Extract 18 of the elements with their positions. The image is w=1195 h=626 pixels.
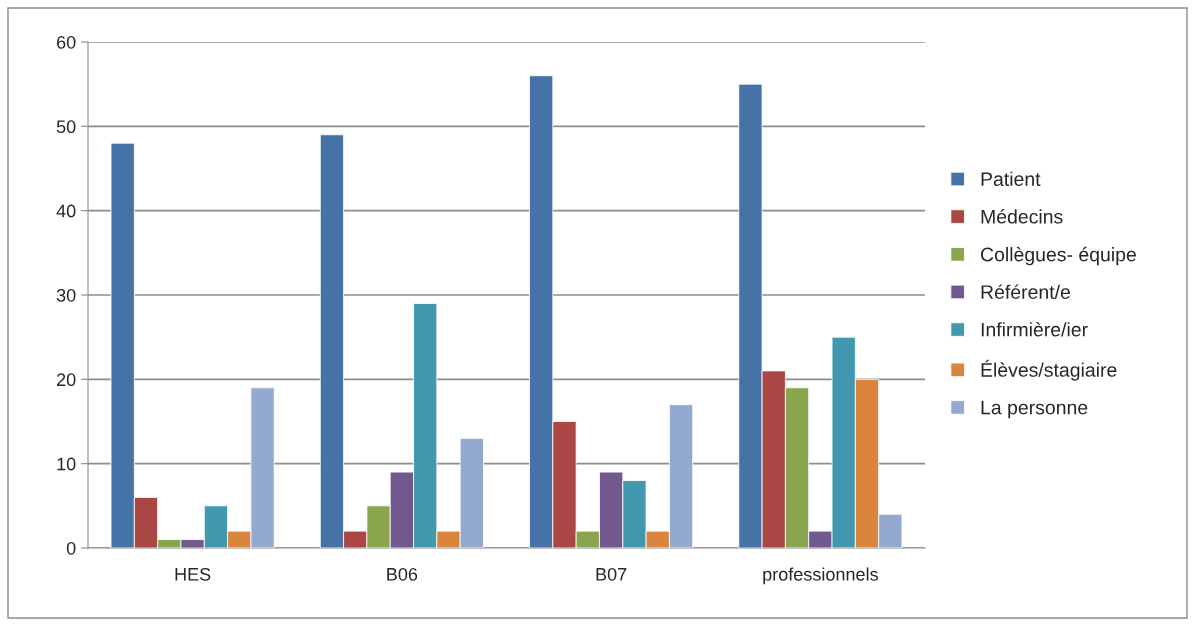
y-tick-label: 40 xyxy=(56,204,76,218)
legend-label: Infirmière/ier xyxy=(981,322,1088,337)
legend-label: La personne xyxy=(981,400,1088,419)
legend-label: Collègues- équipe xyxy=(981,246,1136,266)
y-tick-label: 20 xyxy=(57,373,76,387)
legend-label: Élèves/stagiaire xyxy=(981,359,1117,381)
x-tick-label: professionnels xyxy=(763,567,878,585)
x-tick-label: HES xyxy=(175,567,211,581)
y-tick-label: 30 xyxy=(56,288,76,302)
legend-label: Médecins xyxy=(981,209,1063,224)
y-tick-label: 50 xyxy=(56,120,76,134)
legend-label: Patient xyxy=(981,171,1041,187)
y-tick-label: 10 xyxy=(57,457,76,471)
y-tick-label: 0 xyxy=(66,541,76,555)
x-tick-label: B07 xyxy=(596,567,627,581)
legend-label: Référent/e xyxy=(981,284,1070,299)
y-tick-label: 60 xyxy=(57,35,76,49)
x-tick-label: B06 xyxy=(387,567,418,581)
